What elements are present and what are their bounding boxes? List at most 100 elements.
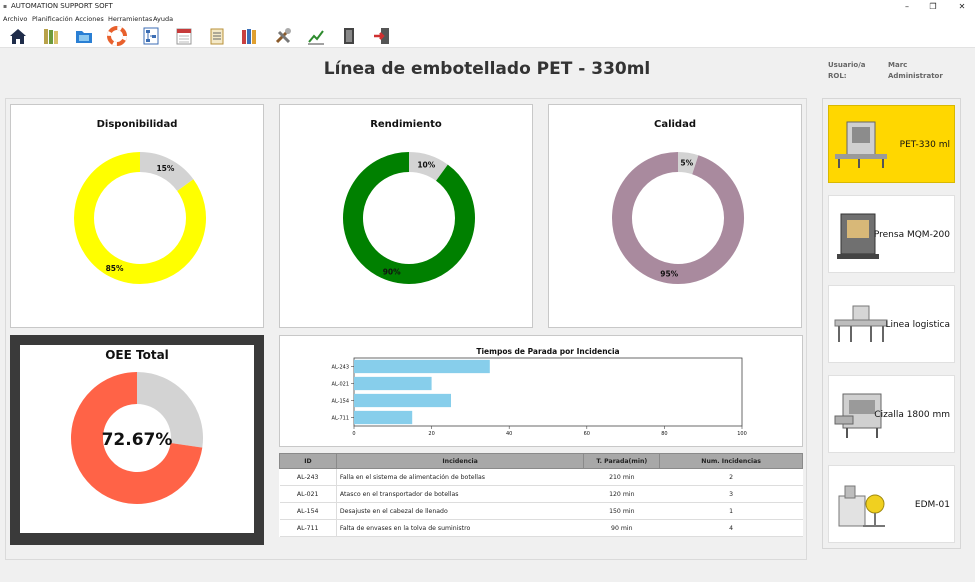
table-row[interactable]: AL-711 Falta de envases en la tolva de s… [279,519,803,537]
col-header-id[interactable]: ID [279,453,337,469]
cell-incidencia: Desajuste en el cabezal de llenado [336,502,584,520]
incidents-table: ID Incidencia T. Parada(min) Num. Incide… [279,453,803,537]
oee-card-body: OEE Total 72.67% [20,345,254,533]
edm-machine-icon [838,485,885,527]
folder-icon [76,31,92,43]
checklist-icon [210,28,224,45]
cell-t-parada: 90 min [583,519,660,537]
machine-card-prensa[interactable]: Prensa MQM-200 [828,195,955,273]
machine-label: PET-330 ml [899,140,950,150]
machine-label: Cizalla 1800 mm [874,410,950,420]
home-button[interactable] [8,26,28,46]
menu-herramientas[interactable]: Herramientas [108,15,153,23]
cell-t-parada: 210 min [583,468,660,486]
calendar-icon [176,28,192,45]
network-button[interactable] [141,26,161,46]
bottling-machine-icon [835,121,887,168]
kpi-title: Disponibilidad [96,119,178,130]
machine-card-cizalla[interactable]: Cizalla 1800 mm [828,375,955,453]
donut-rest-slice [139,152,194,192]
machine-card-pet-330[interactable]: PET-330 ml [828,105,955,183]
col-header-incidencia[interactable]: Incidencia [335,453,585,469]
donut-value-slice [612,152,744,284]
close-button[interactable]: ✕ [958,2,966,11]
cell-num-incidencias: 1 [659,502,803,520]
toolbar [0,24,975,48]
donut-value-slice-label: 95% [660,269,678,278]
y-tick-label: AL-711 [332,416,349,422]
oee-value-slice [71,372,203,504]
role-value: Administrator [888,72,943,80]
donut-value-slice [74,152,206,284]
donut-rest-slice-label: 5% [680,159,693,168]
y-tick-label: AL-243 [332,365,349,371]
bar [354,393,451,408]
machine-label: Prensa MQM-200 [873,230,950,240]
donut-chart: 10% 90% [342,151,476,285]
machine-card-edm[interactable]: EDM-01 [828,465,955,543]
menu-planificacion[interactable]: Planificación [32,15,73,23]
library-button[interactable] [41,26,61,46]
cell-num-incidencias: 3 [659,485,803,503]
user-value: Marc [888,61,908,69]
menu-archivo[interactable]: Archivo [3,15,28,23]
calendar-button[interactable] [174,26,194,46]
title-bar: ▪ AUTOMATION SUPPORT SOFT – ❐ ✕ [0,0,975,13]
oee-value-label: 72.67% [102,430,173,450]
tools-button[interactable] [273,26,293,46]
donut-chart: 5% 95% [611,151,745,285]
x-tick-label: 60 [584,431,590,437]
kpi-card-calidad: Calidad 5% 95% [548,104,802,328]
donut-value-slice-label: 85% [106,264,124,273]
donut-chart: 15% 85% [73,151,207,285]
menu-acciones[interactable]: Acciones [75,15,104,23]
kpi-card-rendimiento: Rendimiento 10% 90% [279,104,533,328]
door-button[interactable] [339,26,359,46]
donut-value-slice-label: 90% [383,267,401,276]
col-header-t-parada[interactable]: T. Parada(min) [583,453,661,469]
table-row[interactable]: AL-021 Atasco en el transportador de bot… [279,485,803,503]
conveyor-line-icon [834,305,888,342]
lifebuoy-icon [107,26,127,46]
col-header-num-incidencias[interactable]: Num. Incidencias [659,453,803,469]
cell-t-parada: 120 min [583,485,660,503]
shear-machine-icon [834,393,882,438]
machine-card-linea-logistica[interactable]: Linea logistica [828,285,955,363]
x-tick-label: 20 [428,431,434,437]
cell-id: AL-154 [279,502,337,520]
table-row[interactable]: AL-243 Falla en el sistema de alimentaci… [279,468,803,486]
binders-icon [242,29,256,44]
machine-label: Linea logistica [885,320,950,330]
cell-incidencia: Falta de envases en la tolva de suminist… [336,519,584,537]
window-title: AUTOMATION SUPPORT SOFT [11,2,113,10]
chart-title: Tiempos de Parada por Incidencia [476,347,619,356]
x-tick-label: 40 [506,431,512,437]
oee-title: OEE Total [105,348,169,362]
support-button[interactable] [107,26,127,46]
x-tick-label: 80 [661,431,667,437]
checklist-button[interactable] [207,26,227,46]
app-icon: ▪ [3,3,8,10]
exit-icon [374,28,389,44]
machine-panel: PET-330 ml Prensa MQM-200 Linea logistic… [822,98,961,549]
donut-value-slice [343,152,475,284]
binders-button[interactable] [240,26,260,46]
donut-rest-slice [677,152,699,175]
door-icon [344,28,354,44]
menu-ayuda[interactable]: Ayuda [153,15,174,23]
statistics-button[interactable] [306,26,326,46]
restore-button[interactable]: ❐ [929,2,937,11]
network-icon [143,27,159,45]
kpi-title: Calidad [653,119,696,130]
cell-id: AL-243 [279,468,337,486]
cell-id: AL-021 [279,485,337,503]
minimize-button[interactable]: – [905,2,909,11]
x-tick-label: 0 [352,431,355,437]
table-row[interactable]: AL-154 Desajuste en el cabezal de llenad… [279,502,803,520]
cell-id: AL-711 [279,519,337,537]
bar [354,359,490,374]
folder-button[interactable] [74,26,94,46]
donut-rest-slice [408,152,448,182]
exit-button[interactable] [372,26,392,46]
